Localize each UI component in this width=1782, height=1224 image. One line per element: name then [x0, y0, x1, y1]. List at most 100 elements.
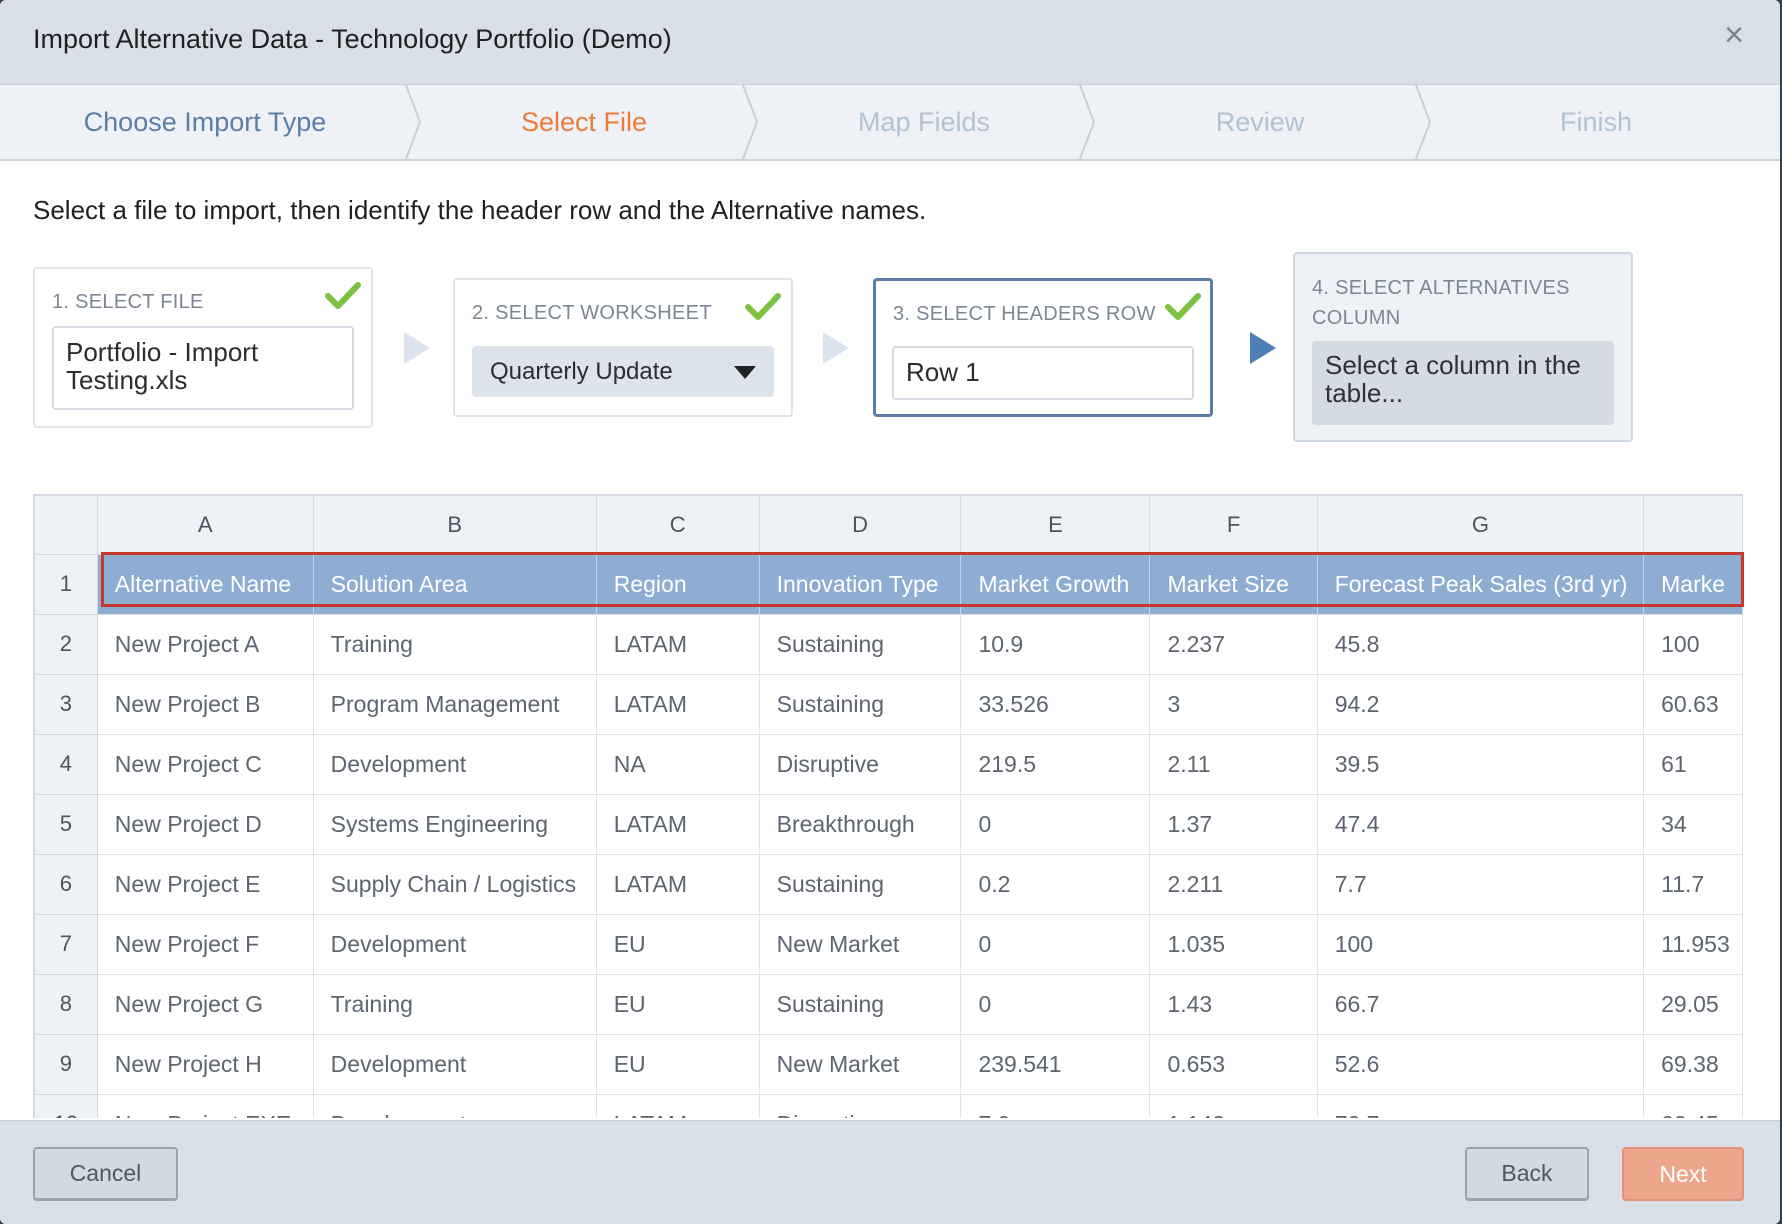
table-cell[interactable]: Forecast Peak Sales (3rd yr) — [1317, 554, 1645, 615]
table-cell[interactable]: 34 — [1643, 794, 1743, 855]
table-cell[interactable]: 100 — [1317, 914, 1645, 975]
table-cell[interactable]: Sustaining — [759, 854, 962, 915]
row-number[interactable]: 7 — [35, 914, 98, 975]
table-cell[interactable]: 60.63 — [1643, 674, 1743, 735]
table-cell[interactable]: 33.526 — [960, 674, 1151, 735]
close-icon[interactable]: × — [1724, 16, 1744, 54]
row-number[interactable]: 2 — [35, 614, 98, 675]
table-cell[interactable]: Solution Area — [313, 554, 597, 615]
table-cell[interactable]: 1.143 — [1149, 1094, 1318, 1118]
back-button[interactable]: Back — [1465, 1147, 1589, 1201]
row-number[interactable]: 1 — [35, 554, 98, 615]
column-header[interactable]: E — [960, 496, 1151, 555]
table-row[interactable]: 2 New Project A Training LATAM Sustaining 10.… — [35, 614, 1743, 675]
table-cell[interactable]: EU — [596, 1034, 760, 1095]
table-cell[interactable]: Program Management — [313, 674, 597, 735]
row-number[interactable]: 6 — [35, 854, 98, 915]
table-cell[interactable]: Development — [313, 734, 597, 795]
table-cell[interactable]: 2.11 — [1149, 734, 1318, 795]
table-cell[interactable]: New Project B — [97, 674, 314, 735]
table-cell[interactable]: 1.43 — [1149, 974, 1318, 1035]
table-cell[interactable]: Alternative Name — [97, 554, 314, 615]
row-number[interactable]: 10 — [35, 1094, 98, 1118]
table-cell[interactable]: New Market — [759, 1034, 962, 1095]
table-cell[interactable]: LATAM — [596, 794, 760, 855]
table-cell[interactable]: New Project EXE — [97, 1094, 314, 1118]
table-cell[interactable]: 94.2 — [1317, 674, 1645, 735]
wizard-step-map-fields[interactable]: Map Fields — [857, 106, 991, 137]
wizard-step-select-file[interactable]: Select File — [520, 106, 648, 137]
table-cell[interactable]: Disruptive — [759, 1094, 962, 1118]
table-cell[interactable]: 100 — [1643, 614, 1743, 675]
table-cell[interactable]: Sustaining — [759, 974, 962, 1035]
table-cell[interactable]: Development — [313, 914, 597, 975]
table-cell[interactable]: 219.5 — [960, 734, 1151, 795]
row-number[interactable]: 4 — [35, 734, 98, 795]
table-cell[interactable]: 239.541 — [960, 1034, 1151, 1095]
column-header[interactable]: F — [1149, 496, 1318, 555]
table-cell[interactable]: 0 — [960, 914, 1151, 975]
table-cell[interactable]: 1.37 — [1149, 794, 1318, 855]
table-cell[interactable]: 39.5 — [1317, 734, 1645, 795]
table-cell[interactable]: Innovation Type — [759, 554, 962, 615]
column-header[interactable]: G — [1317, 496, 1645, 555]
table-row[interactable]: 5 New Project D Systems Engineering LATAM Br… — [35, 794, 1743, 855]
table-cell[interactable]: 52.6 — [1317, 1034, 1645, 1095]
file-name-field[interactable]: Portfolio - Import Testing.xls — [52, 326, 354, 410]
table-cell[interactable]: Disruptive — [759, 734, 962, 795]
table-cell[interactable]: 22.45 — [1643, 1094, 1743, 1118]
table-cell[interactable]: New Project H — [97, 1034, 314, 1095]
table-cell[interactable]: 29.05 — [1643, 974, 1743, 1035]
column-header[interactable] — [1643, 496, 1743, 555]
table-cell[interactable]: New Project G — [97, 974, 314, 1035]
row-number[interactable]: 5 — [35, 794, 98, 855]
header-row[interactable]: 1 Alternative Name Solution Area Region Inno… — [35, 554, 1743, 615]
table-cell[interactable]: Marke — [1643, 554, 1743, 615]
table-row[interactable]: 4 New Project C Development NA Disruptive 219… — [35, 734, 1743, 795]
table-cell[interactable]: New Project E — [97, 854, 314, 915]
table-row[interactable]: 9 New Project H Development EU New Market 239… — [35, 1034, 1743, 1095]
table-cell[interactable]: New Project C — [97, 734, 314, 795]
table-row[interactable]: 3 New Project B Program Management LATAM Sus… — [35, 674, 1743, 735]
table-row[interactable]: 7 New Project F Development EU New Market 0 1.… — [35, 914, 1743, 975]
row-number[interactable]: 8 — [35, 974, 98, 1035]
table-cell[interactable]: New Project F — [97, 914, 314, 975]
table-cell[interactable]: LATAM — [596, 854, 760, 915]
table-cell[interactable]: Development — [313, 1034, 597, 1095]
column-header[interactable]: B — [313, 496, 597, 555]
table-cell[interactable]: New Project D — [97, 794, 314, 855]
table-cell[interactable]: 1.035 — [1149, 914, 1318, 975]
table-cell[interactable]: 3 — [1149, 674, 1318, 735]
table-cell[interactable]: 7.9 — [960, 1094, 1151, 1118]
table-cell[interactable]: 11.7 — [1643, 854, 1743, 915]
row-number[interactable]: 9 — [35, 1034, 98, 1095]
table-cell[interactable]: 0 — [960, 794, 1151, 855]
cancel-button[interactable]: Cancel — [33, 1147, 178, 1201]
table-cell[interactable]: Sustaining — [759, 674, 962, 735]
table-cell[interactable]: Training — [313, 974, 597, 1035]
table-cell[interactable]: 7.7 — [1317, 854, 1645, 915]
table-cell[interactable]: EU — [596, 914, 760, 975]
column-header[interactable]: A — [97, 496, 314, 555]
table-cell[interactable]: Region — [596, 554, 760, 615]
table-row[interactable]: 8 New Project G Training EU Sustaining 0 1.43 6… — [35, 974, 1743, 1035]
wizard-step-choose-import-type[interactable]: Choose Import Type — [83, 106, 327, 137]
table-cell[interactable]: Training — [313, 614, 597, 675]
table-row[interactable]: 6 New Project E Supply Chain / Logistics LA… — [35, 854, 1743, 915]
table-cell[interactable]: 0.653 — [1149, 1034, 1318, 1095]
headers-row-field[interactable]: Row 1 — [892, 346, 1194, 400]
column-header[interactable]: D — [759, 496, 962, 555]
table-cell[interactable]: 66.7 — [1317, 974, 1645, 1035]
table-cell[interactable]: Supply Chain / Logistics — [313, 854, 597, 915]
table-cell[interactable]: EU — [596, 974, 760, 1035]
table-cell[interactable]: 2.237 — [1149, 614, 1318, 675]
table-cell[interactable]: New Market — [759, 914, 962, 975]
next-button[interactable]: Next — [1622, 1147, 1744, 1201]
table-cell[interactable]: 0 — [960, 974, 1151, 1035]
table-cell[interactable]: Sustaining — [759, 614, 962, 675]
table-cell[interactable]: 11.953 — [1643, 914, 1743, 975]
table-cell[interactable]: Market Size — [1149, 554, 1318, 615]
worksheet-dropdown[interactable]: Quarterly Update — [472, 346, 774, 397]
table-cell[interactable]: Systems Engineering — [313, 794, 597, 855]
table-cell[interactable]: 0.2 — [960, 854, 1151, 915]
